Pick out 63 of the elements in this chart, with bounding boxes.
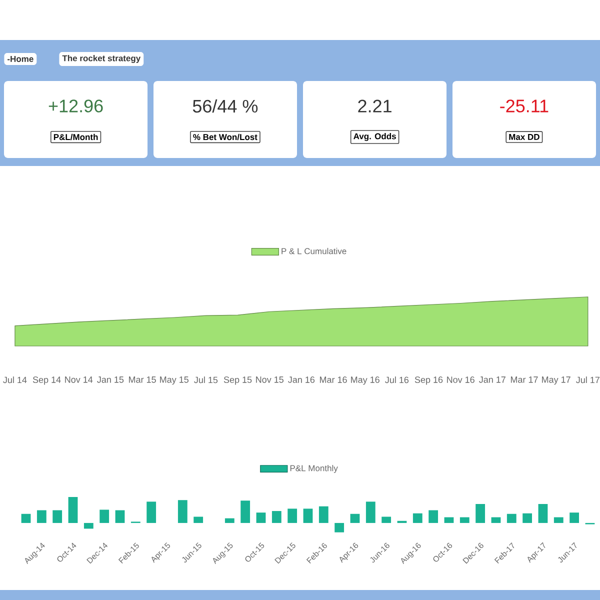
bar <box>350 514 360 523</box>
bar <box>84 522 94 529</box>
category-label: Avg. Odds <box>354 133 396 141</box>
text: +12.96 <box>48 100 103 112</box>
bar <box>506 514 516 523</box>
text: -25.11 <box>500 100 548 112</box>
bar <box>476 504 486 523</box>
text: 56/44 % <box>192 99 258 113</box>
bar <box>194 516 204 523</box>
x-tick-label: Nov 14 <box>65 376 93 383</box>
x-tick-label: Sep 14 <box>32 376 61 385</box>
bar <box>318 506 328 523</box>
bar <box>52 510 62 523</box>
bar <box>334 522 344 532</box>
bar <box>68 496 78 523</box>
text: -Home <box>8 56 34 62</box>
x-tick-label: Jan 16 <box>288 376 315 383</box>
category-label: Max DD <box>509 134 540 140</box>
x-tick-label: Sep 15 <box>224 376 252 385</box>
bar <box>21 514 31 523</box>
x-tick-label: Mar 16 <box>320 376 347 383</box>
bar <box>178 500 188 523</box>
bar <box>428 510 438 523</box>
bar <box>412 513 422 523</box>
bar <box>303 508 313 523</box>
x-tick-label: May 17 <box>542 376 570 385</box>
x-tick-label: Jul 17 <box>576 376 600 384</box>
bar <box>522 513 532 523</box>
x-tick-label: Jan 17 <box>479 376 506 383</box>
x-tick-label: May 16 <box>351 376 380 385</box>
text: The rocket strategy <box>62 55 141 63</box>
bar <box>444 517 454 523</box>
bar <box>146 502 156 523</box>
legend-label: P&L Monthly <box>290 464 338 473</box>
bar <box>382 516 392 523</box>
bar <box>538 504 548 523</box>
bar <box>460 517 470 523</box>
bar <box>240 500 250 523</box>
bar <box>491 517 501 523</box>
bar <box>554 517 564 523</box>
x-tick-label: Mar 17 <box>510 376 538 383</box>
x-tick-label: Mar 15 <box>129 376 156 383</box>
x-tick-label: May 15 <box>160 376 188 385</box>
category-label: % Bet Won/Lost <box>193 134 258 140</box>
x-tick-label: Nov 16 <box>447 376 474 383</box>
bar <box>115 510 125 523</box>
bar <box>256 512 266 523</box>
text: 2.21 <box>358 100 392 112</box>
x-tick-label: Jul 15 <box>194 376 218 384</box>
bar <box>100 510 110 523</box>
bar <box>272 511 282 523</box>
bar <box>288 508 298 523</box>
bar <box>570 512 580 523</box>
bar <box>36 510 46 523</box>
x-tick-label: Nov 15 <box>256 376 284 383</box>
legend-label: P & L Cumulative <box>282 248 346 254</box>
x-tick-label: Jul 14 <box>3 376 27 384</box>
bar <box>224 518 234 523</box>
bar <box>366 502 376 523</box>
x-tick-label: Sep 16 <box>414 376 443 385</box>
category-label: P&L/Month <box>54 134 98 140</box>
x-tick-label: Jan 15 <box>97 376 124 383</box>
x-tick-label: Jul 16 <box>385 376 409 384</box>
